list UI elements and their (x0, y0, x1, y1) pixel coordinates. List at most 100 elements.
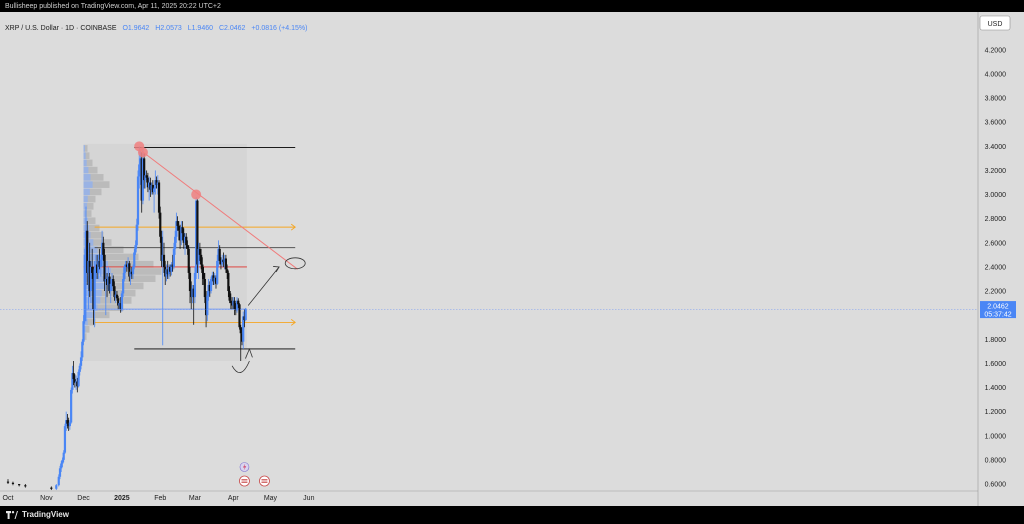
candle-body (188, 272, 192, 292)
y-tick-label: 1.4000 (985, 385, 1007, 392)
candle-body (238, 304, 241, 328)
y-tick-label: 3.8000 (985, 96, 1007, 103)
candle-body (125, 264, 128, 267)
volume-bar (83, 203, 94, 210)
y-tick-label: 4.0000 (985, 71, 1007, 78)
candle-body (98, 260, 101, 267)
us-flag-icon (259, 475, 270, 487)
candle-body (66, 420, 69, 424)
candle-body (170, 264, 173, 272)
candle-body (145, 175, 148, 178)
candle-body (67, 423, 70, 427)
candle-body (213, 277, 216, 282)
volume-bar (83, 304, 124, 311)
candle-body (146, 177, 149, 188)
candle-body (235, 300, 239, 311)
candle-body (204, 297, 208, 316)
target-ellipse (284, 257, 306, 270)
candle-body (100, 242, 104, 260)
volume-bar (83, 188, 102, 196)
candle-body (143, 158, 146, 181)
volume-bar-up (83, 174, 91, 181)
candle-body (63, 426, 67, 453)
candle-body (139, 158, 142, 165)
time-axis[interactable]: Oct Nov Dec 2025 Feb Mar Apr May Jun (0, 490, 978, 502)
economic-events[interactable] (239, 462, 270, 487)
candle-body (208, 285, 211, 292)
candle-body (68, 422, 71, 427)
volume-bar (83, 166, 98, 174)
candle-body (169, 266, 172, 272)
candle-body (73, 379, 76, 383)
price-axis[interactable]: 0.6000 0.8000 1.0000 1.2000 1.4000 1.6000 1.80… (977, 12, 1007, 506)
y-tick-label: 3.2000 (985, 168, 1007, 175)
volume-bar-up (83, 318, 88, 326)
candle-body (113, 286, 116, 298)
candle-body (115, 294, 119, 299)
volume-bar (83, 311, 110, 319)
candle-body (148, 182, 151, 188)
change-value: +0.0816 (+4.15%) (251, 25, 307, 32)
candle-body (195, 200, 198, 273)
x-tick-label: May (264, 495, 278, 502)
candle-body (109, 283, 112, 292)
volume-bar (83, 239, 112, 246)
us-flag-icon (239, 475, 250, 487)
last-price-tag: 2.0462 05:37:42 (980, 301, 1016, 319)
projection-arrow (247, 266, 280, 306)
candle-body (161, 254, 164, 261)
candle-body (78, 365, 81, 372)
candle-body (108, 276, 111, 292)
candle-body (203, 278, 206, 298)
candle-body (93, 269, 96, 310)
candle-body (124, 264, 127, 267)
candle-body (217, 248, 220, 261)
candle-body (138, 164, 141, 177)
volume-bar-up (83, 304, 98, 311)
candle-body (136, 176, 140, 225)
candle-body (244, 309, 247, 320)
candle-body (186, 245, 189, 249)
currency-button[interactable]: USD (979, 15, 1011, 31)
volume-bar-up (83, 210, 87, 217)
y-tick-label: 3.0000 (985, 192, 1007, 199)
volume-bar-up (83, 239, 94, 246)
candle-body (196, 200, 199, 265)
candle-body (182, 233, 185, 243)
candle-body (164, 266, 167, 277)
candle-body (65, 420, 68, 427)
candle-body (129, 271, 132, 277)
candle-body (87, 260, 90, 273)
plot-area[interactable]: 0.6000 0.8000 1.0000 1.2000 1.4000 1.6000 1.80… (0, 12, 1024, 506)
volume-bar (83, 275, 156, 282)
candle-body (234, 309, 237, 311)
candle-body (212, 275, 215, 282)
candle-body (70, 389, 73, 423)
candle-body (240, 333, 244, 342)
candle-body (134, 245, 137, 253)
candle-body (123, 266, 126, 279)
candlestick-chart[interactable]: 0.6000 0.8000 1.0000 1.2000 1.4000 1.6000 1.80… (0, 12, 1024, 506)
candle-body (183, 236, 187, 243)
volume-bar-up (83, 195, 88, 203)
candles (6, 146, 247, 491)
level-arrow-head (290, 223, 296, 231)
candle-body (79, 357, 83, 366)
high-value: H2.0573 (155, 25, 182, 32)
x-tick-label: Dec (77, 495, 90, 502)
volume-bar (83, 152, 90, 159)
volume-bar-up (83, 166, 89, 174)
tradingview-logo-icon[interactable] (6, 511, 18, 519)
footer-brand[interactable]: TradingView (22, 510, 69, 519)
close-value: C2.0462 (219, 25, 246, 32)
candle-body (172, 248, 175, 267)
volume-bar-up (83, 181, 93, 188)
descending-trendline (141, 150, 298, 270)
candle-body (207, 285, 210, 296)
candle-body (82, 321, 85, 342)
candle-body (162, 254, 166, 267)
last-price: 2.0462 (987, 304, 1009, 311)
candle-body (128, 263, 131, 277)
candle-body (72, 373, 75, 380)
candle-body (150, 184, 153, 190)
